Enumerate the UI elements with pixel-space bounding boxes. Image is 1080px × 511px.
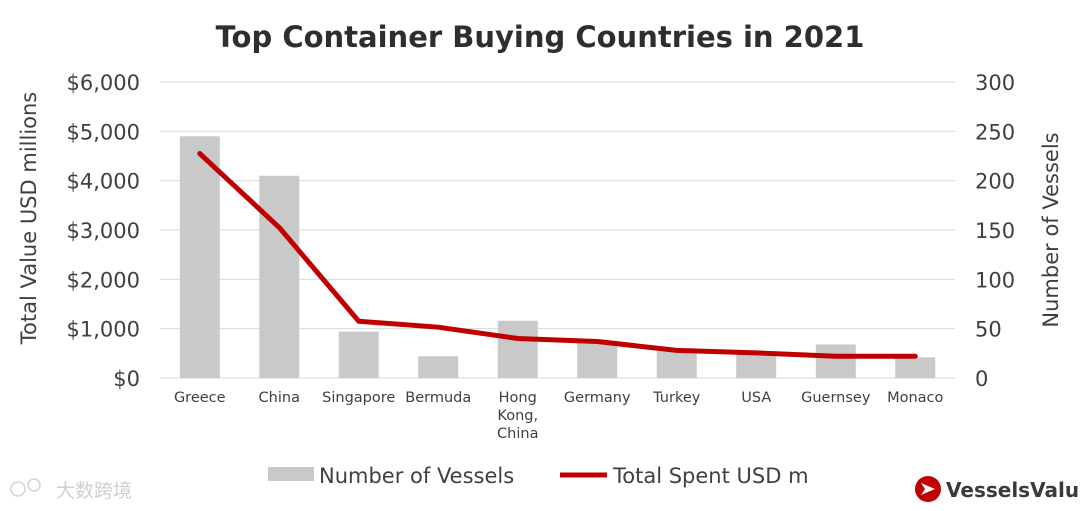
line-series <box>197 151 918 359</box>
left-tick-label: $5,000 <box>67 120 140 144</box>
left-tick-label: $6,000 <box>67 71 140 95</box>
bar <box>656 348 697 378</box>
x-tick-label: China <box>259 390 300 406</box>
x-tick-label: Bermuda <box>405 390 471 406</box>
bar <box>418 356 459 378</box>
left-y-axis: $0 $1,000 $2,000 $3,000 $4,000 $5,000 $6,000 <box>67 71 140 391</box>
bar-series <box>179 136 936 378</box>
bar <box>736 353 777 378</box>
right-tick-label: 0 <box>975 367 988 391</box>
brand-logo-arrow <box>921 483 935 495</box>
right-axis-label: Number of Vessels <box>1039 132 1063 327</box>
legend-bar-swatch <box>268 467 314 481</box>
bar <box>577 340 618 378</box>
right-tick-label: 200 <box>975 170 1015 194</box>
x-tick-label: Monaco <box>887 390 943 406</box>
x-tick-label: Hong Kong, China <box>497 390 538 442</box>
watermark: 大数跨境 <box>10 478 132 502</box>
legend: Number of Vessels Total Spent USD m <box>268 464 809 488</box>
x-tick-label: Turkey <box>652 390 701 406</box>
left-tick-label: $2,000 <box>67 268 140 292</box>
chart-title: Top Container Buying Countries in 2021 <box>216 20 865 54</box>
bar <box>179 136 220 378</box>
left-tick-label: $4,000 <box>67 170 140 194</box>
left-tick-label: $0 <box>113 367 140 391</box>
right-tick-label: 250 <box>975 120 1015 144</box>
x-tick-label: Greece <box>174 390 226 406</box>
right-tick-label: 100 <box>975 268 1015 292</box>
right-tick-label: 300 <box>975 71 1015 95</box>
x-tick-label: Germany <box>564 390 631 406</box>
vesselsvalue-logo: VesselsValue <box>915 476 1080 502</box>
bar <box>815 344 856 378</box>
bar <box>497 320 538 378</box>
right-tick-label: 50 <box>975 318 1002 342</box>
x-tick-label: Singapore <box>322 390 395 406</box>
right-y-axis: 0 50 100 150 200 250 300 <box>975 71 1015 391</box>
brand-logo-text: VesselsValue <box>946 478 1080 502</box>
x-axis: Greece China Singapore Bermuda Hong Kong, Chin… <box>174 390 944 442</box>
bar <box>259 175 300 378</box>
right-tick-label: 150 <box>975 219 1015 243</box>
x-tick-label: USA <box>741 390 771 406</box>
legend-line-label: Total Spent USD m <box>612 464 809 488</box>
line-series-path <box>197 151 918 359</box>
left-tick-label: $3,000 <box>67 219 140 243</box>
bar <box>338 331 379 378</box>
watermark-icon <box>10 481 26 497</box>
x-tick-label: Guernsey <box>801 390 871 406</box>
legend-bar-label: Number of Vessels <box>319 464 514 488</box>
left-tick-label: $1,000 <box>67 318 140 342</box>
watermark-icon-dot <box>27 478 41 492</box>
watermark-text: 大数跨境 <box>56 480 132 502</box>
left-axis-label: Total Value USD millions <box>17 92 41 346</box>
bar <box>895 357 936 378</box>
